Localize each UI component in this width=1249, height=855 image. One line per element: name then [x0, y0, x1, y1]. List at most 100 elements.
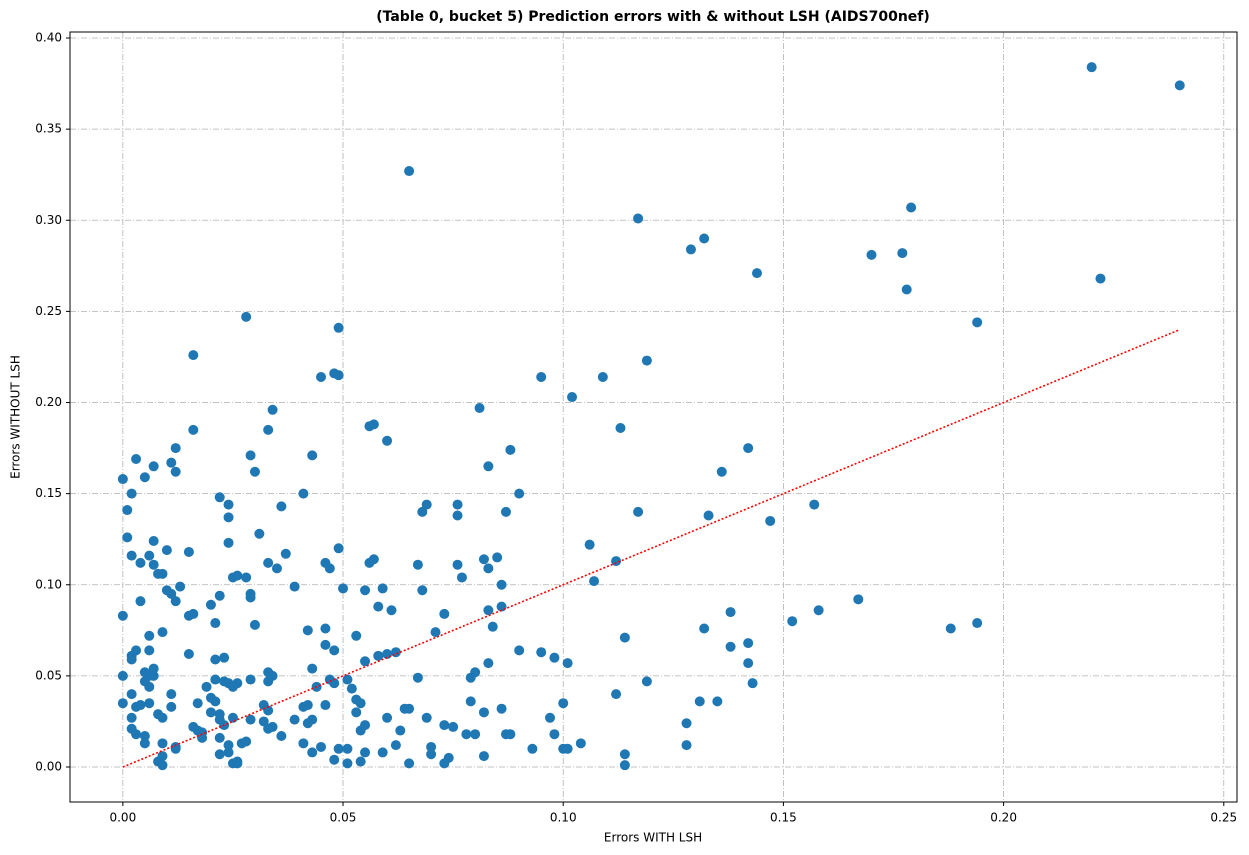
- point: [188, 350, 199, 361]
- point: [333, 543, 344, 554]
- point: [351, 630, 362, 641]
- point: [355, 756, 366, 767]
- point: [483, 461, 494, 472]
- point: [743, 443, 754, 454]
- point: [615, 423, 626, 434]
- point: [448, 721, 459, 732]
- y-tick-label: 0.15: [35, 486, 62, 500]
- point: [364, 557, 375, 568]
- point: [276, 731, 287, 742]
- point: [144, 698, 155, 709]
- point: [496, 579, 507, 590]
- point: [131, 729, 142, 740]
- point: [725, 641, 736, 652]
- point: [316, 741, 327, 752]
- point: [346, 683, 357, 694]
- point: [161, 545, 172, 556]
- point: [157, 760, 168, 771]
- point: [131, 701, 142, 712]
- point: [694, 696, 705, 707]
- point: [545, 712, 556, 723]
- point: [241, 572, 252, 583]
- point: [245, 714, 256, 725]
- point: [619, 749, 630, 760]
- point: [906, 202, 917, 213]
- point: [148, 536, 159, 547]
- point: [395, 725, 406, 736]
- x-tick-label: 0.15: [770, 811, 797, 825]
- point: [205, 599, 216, 610]
- point: [324, 563, 335, 574]
- point: [263, 723, 274, 734]
- point: [813, 605, 824, 616]
- point: [972, 317, 983, 328]
- point: [148, 670, 159, 681]
- point: [478, 554, 489, 565]
- point: [527, 743, 538, 754]
- point: [373, 601, 384, 612]
- point: [597, 371, 608, 382]
- point: [263, 557, 274, 568]
- point: [390, 647, 401, 658]
- point: [575, 738, 586, 749]
- point: [117, 698, 128, 709]
- point: [641, 676, 652, 687]
- point: [214, 590, 225, 601]
- point: [452, 499, 463, 510]
- point: [205, 707, 216, 718]
- point: [126, 550, 137, 561]
- point: [487, 621, 498, 632]
- point: [404, 758, 415, 769]
- point: [157, 627, 168, 638]
- point: [188, 608, 199, 619]
- point: [866, 249, 877, 260]
- point: [166, 701, 177, 712]
- point: [157, 568, 168, 579]
- point: [536, 647, 547, 658]
- y-tick-label: 0.35: [35, 122, 62, 136]
- point: [386, 605, 397, 616]
- point: [139, 472, 150, 483]
- point: [747, 678, 758, 689]
- point: [249, 466, 260, 477]
- x-axis-label: Errors WITH LSH: [604, 831, 702, 845]
- point: [320, 700, 331, 711]
- point: [139, 738, 150, 749]
- point: [483, 658, 494, 669]
- point: [611, 689, 622, 700]
- point: [263, 705, 274, 716]
- point: [853, 594, 864, 605]
- point: [122, 505, 133, 516]
- point: [117, 670, 128, 681]
- point: [699, 233, 710, 244]
- point: [245, 592, 256, 603]
- y-tick-label: 0.00: [35, 760, 62, 774]
- point: [567, 392, 578, 403]
- point: [901, 284, 912, 295]
- point: [316, 371, 327, 382]
- point: [333, 743, 344, 754]
- point: [619, 632, 630, 643]
- point: [214, 492, 225, 503]
- point: [329, 754, 340, 765]
- point: [1174, 80, 1185, 91]
- point: [478, 751, 489, 762]
- point: [681, 740, 692, 751]
- point: [342, 758, 353, 769]
- point: [241, 736, 252, 747]
- point: [148, 461, 159, 472]
- point: [474, 402, 485, 413]
- point: [126, 712, 137, 723]
- point: [267, 404, 278, 415]
- point: [223, 499, 234, 510]
- point: [536, 371, 547, 382]
- point: [456, 572, 467, 583]
- point: [382, 435, 393, 446]
- point: [478, 707, 489, 718]
- point: [223, 740, 234, 751]
- point: [135, 557, 146, 568]
- point: [373, 650, 384, 661]
- point: [452, 559, 463, 570]
- point: [338, 583, 349, 594]
